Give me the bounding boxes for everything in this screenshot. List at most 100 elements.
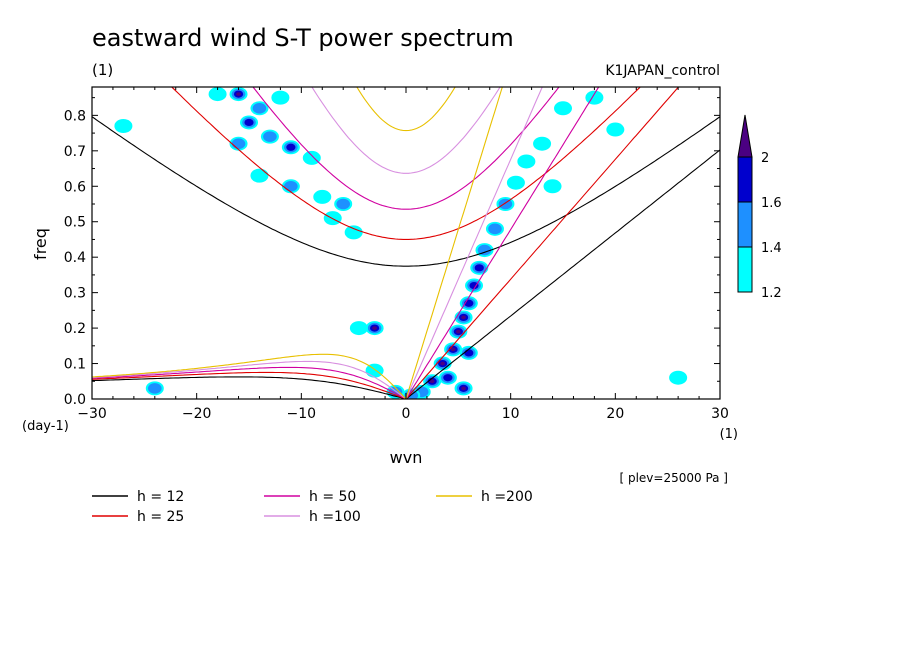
colorbar-segment: [737, 246, 753, 293]
contour-level-2: [148, 383, 162, 394]
contour-level-1: [669, 370, 688, 385]
spectral-peak: [454, 381, 473, 396]
plot-frame: [91, 86, 721, 400]
contour-level-4: [440, 361, 446, 366]
colorbar-label: 1.6: [761, 196, 782, 211]
spectral-peak: [438, 370, 457, 385]
inertia-gravity-curve: [311, 87, 501, 174]
y-tick-label: 0.1: [64, 357, 86, 373]
colorbar-arrow: [737, 114, 753, 158]
x-axis-label: wvn: [390, 448, 423, 467]
spectral-peak: [365, 321, 384, 336]
legend-entry: h =100: [264, 509, 361, 525]
contour-level-4: [455, 329, 461, 334]
spectral-peak: [533, 136, 552, 151]
contour-level-1: [208, 87, 227, 102]
spectral-peak: [208, 87, 227, 102]
contour-level-2: [477, 244, 492, 256]
spectral-peak: [606, 122, 625, 137]
contour-level-4: [372, 326, 377, 330]
inertia-gravity-curve: [92, 116, 720, 267]
dispersion-curves: [92, 87, 720, 399]
x-axis: −30 −20 −10 0 10 20 30: [77, 87, 729, 422]
contour-level-3: [443, 374, 453, 382]
spectral-peak: [250, 101, 269, 116]
contour-level-1: [533, 136, 552, 151]
colorbar-label: 1.4: [761, 241, 782, 256]
rossby-wave-curve: [92, 353, 407, 399]
spectral-peak: [543, 179, 562, 194]
contour-level-1: [543, 179, 562, 194]
legend-entry: h =200: [436, 489, 533, 505]
spectral-peak: [313, 189, 332, 204]
x-unit-label: (1): [720, 427, 738, 442]
inertia-gravity-curve: [171, 87, 641, 240]
colorbar-segment: [737, 201, 753, 248]
x-tick-label: 20: [606, 406, 624, 422]
y-axis-label: freq: [31, 228, 50, 260]
y-tick-label: 0.4: [64, 250, 86, 266]
spectral-peak: [114, 119, 133, 133]
contour-level-1: [313, 189, 332, 204]
contour-level-1: [506, 175, 525, 190]
colorbar-segment: [737, 156, 753, 203]
spectral-peak: [470, 260, 489, 275]
y-tick-label: 0.5: [64, 215, 86, 231]
spectral-peak: [459, 345, 478, 360]
kelvin-wave-curve: [405, 87, 680, 399]
y-tick-label: 0.8: [64, 108, 86, 124]
legend-entry: h = 12: [92, 489, 184, 505]
spectral-peak: [517, 154, 536, 169]
contour-level-3: [474, 264, 484, 272]
x-tick-label: 0: [402, 406, 411, 422]
spectral-peak: [302, 150, 321, 165]
spectral-peak: [454, 310, 473, 325]
rossby-wave-curve: [92, 360, 407, 399]
legend: h = 12 h = 25 h = 50 h =100 h =200: [92, 489, 533, 525]
x-tick-label: 30: [711, 406, 729, 422]
kelvin-wave-curve: [405, 149, 720, 399]
pressure-level-note: [ plev=25000 Pa ]: [619, 471, 728, 485]
spectral-peak: [669, 370, 688, 385]
legend-label: h = 50: [309, 489, 356, 505]
chart-subtitle-right: K1JAPAN_control: [605, 63, 720, 79]
contour-level-1: [554, 101, 572, 116]
spectral-peak: [240, 115, 258, 130]
spectral-peak: [423, 374, 442, 389]
contour-level-4: [236, 92, 241, 96]
y-tick-label: 0.3: [64, 286, 86, 302]
contour-level-4: [461, 386, 466, 391]
spectrum-contours: [114, 87, 688, 399]
contour-level-4: [461, 315, 466, 320]
chart-title: eastward wind S-T power spectrum: [92, 24, 514, 52]
contour-level-1: [344, 225, 363, 240]
colorbar-label: 2: [761, 151, 769, 166]
x-tick-label: −20: [182, 406, 212, 422]
x-tick-label: −10: [287, 406, 317, 422]
contour-level-3: [464, 349, 474, 357]
contour-level-3: [286, 143, 296, 151]
y-unit-label: (day-1): [22, 419, 69, 434]
kelvin-wave-curve: [405, 87, 600, 399]
contour-level-2: [488, 223, 502, 235]
spectral-peak: [271, 90, 290, 105]
legend-label: h = 12: [137, 489, 184, 505]
spectral-peak: [349, 321, 368, 336]
colorbar-label: 1.2: [761, 286, 782, 301]
spectral-peak: [260, 129, 279, 144]
contour-level-1: [585, 90, 604, 105]
contour-level-1: [250, 168, 269, 183]
contour-level-1: [606, 122, 625, 137]
contour-level-2: [252, 102, 267, 114]
spectral-peak: [449, 324, 468, 339]
y-tick-label: 0.6: [64, 179, 86, 195]
plot-area: −30 −20 −10 0 10 20 30 0.00.10.20.30.40.50.60.…: [64, 86, 729, 422]
y-axis: 0.0 0.1 0.2 0.3 0.4 0.5 0.6 0.7 0.8: [64, 97, 720, 408]
contour-level-2: [263, 131, 277, 142]
rossby-wave-curve: [92, 376, 407, 399]
legend-entry: h = 50: [264, 489, 356, 505]
spectral-peak: [506, 175, 525, 190]
legend-label: h = 25: [137, 509, 184, 525]
spectral-peak: [281, 140, 300, 155]
